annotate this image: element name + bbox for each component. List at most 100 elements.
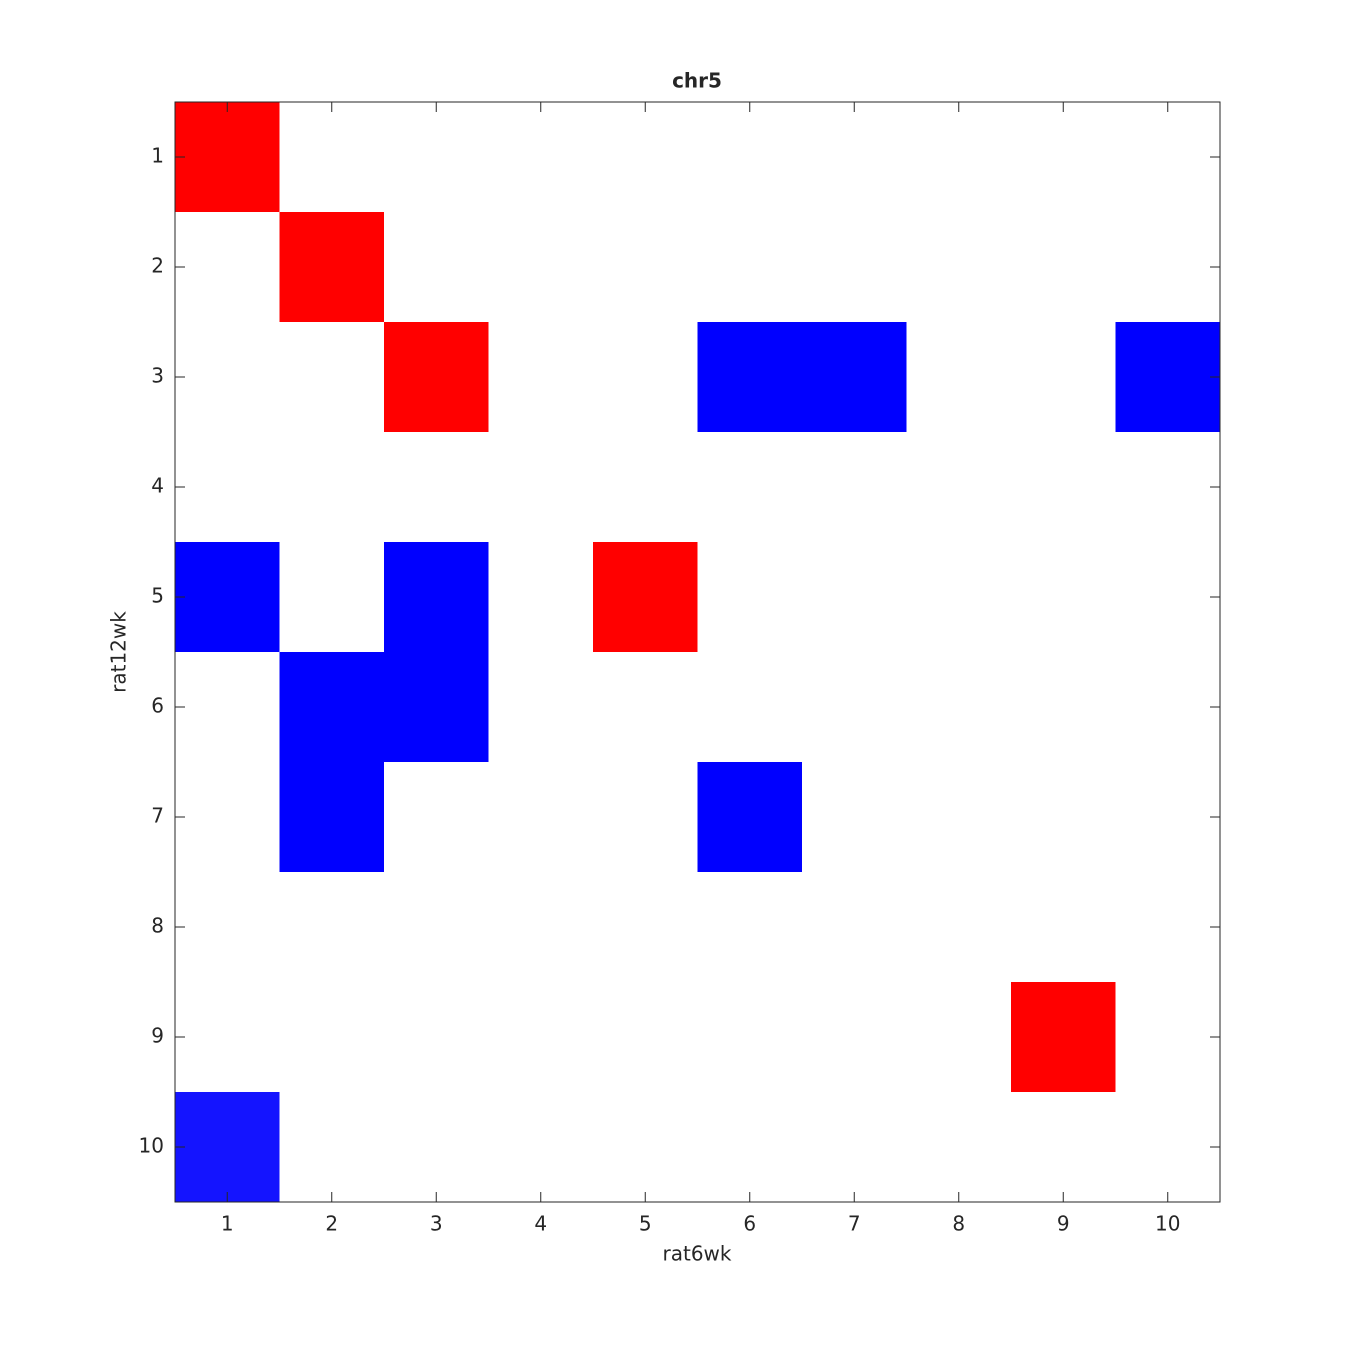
- heatmap-cell: [384, 432, 489, 542]
- x-tick-label: 8: [952, 1212, 965, 1236]
- heatmap-cell: [802, 542, 907, 652]
- plot-frame: [174, 101, 1221, 1203]
- heatmap-cell: [906, 1092, 1011, 1202]
- heatmap-cell: [175, 322, 280, 432]
- heatmap-cell: [1115, 982, 1220, 1092]
- y-tick-label: 9: [151, 1024, 164, 1048]
- heatmap-cell: [697, 432, 802, 542]
- heatmap-cell: [1115, 212, 1220, 322]
- x-tick-label: 6: [743, 1212, 756, 1236]
- x-tick-label: 10: [1155, 1212, 1180, 1236]
- heatmap-cell: [697, 982, 802, 1092]
- heatmap-cell: [1011, 762, 1116, 872]
- heatmap-cell: [488, 432, 593, 542]
- heatmap-cell: [906, 212, 1011, 322]
- heatmap-cell: [906, 982, 1011, 1092]
- heatmap-cell: [802, 432, 907, 542]
- heatmap-cell: [1115, 1092, 1220, 1202]
- heatmap-cell: [279, 652, 384, 762]
- heatmap-cell: [906, 322, 1011, 432]
- heatmap-cell: [175, 102, 280, 212]
- heatmap-cell: [593, 212, 698, 322]
- heatmap-cell: [906, 872, 1011, 982]
- heatmap-cell: [175, 212, 280, 322]
- heatmap-cell: [1115, 432, 1220, 542]
- heatmap-cell: [1011, 432, 1116, 542]
- heatmap-cell: [384, 762, 489, 872]
- x-tick-label: 3: [430, 1212, 443, 1236]
- heatmap-cell: [1115, 872, 1220, 982]
- heatmap-cell: [697, 762, 802, 872]
- heatmap-cell: [488, 1092, 593, 1202]
- heatmap-cell: [593, 432, 698, 542]
- heatmap-cell: [279, 212, 384, 322]
- heatmap-cell: [175, 982, 280, 1092]
- x-tick-label: 1: [221, 1212, 234, 1236]
- heatmap-cell: [1115, 102, 1220, 212]
- heatmap-cell: [488, 872, 593, 982]
- heatmap-cell: [697, 102, 802, 212]
- heatmap-cell: [802, 102, 907, 212]
- heatmap-cell: [279, 872, 384, 982]
- heatmap-cell: [488, 652, 593, 762]
- heatmap-cell: [1011, 542, 1116, 652]
- y-tick-label: 10: [139, 1134, 164, 1158]
- heatmap-cell: [384, 542, 489, 652]
- heatmap-cell: [697, 542, 802, 652]
- heatmap-cell: [593, 872, 698, 982]
- heatmap-cell: [802, 982, 907, 1092]
- heatmap-cell: [697, 652, 802, 762]
- heatmap-cell: [593, 322, 698, 432]
- heatmap-cell: [175, 762, 280, 872]
- heatmap-cell: [802, 212, 907, 322]
- heatmap-cell: [1115, 542, 1220, 652]
- heatmap-cell: [593, 762, 698, 872]
- heatmap-cell: [488, 322, 593, 432]
- heatmap-cell: [175, 872, 280, 982]
- y-tick-label: 4: [151, 474, 164, 498]
- heatmap-cell: [279, 102, 384, 212]
- heatmap-cell: [1011, 982, 1116, 1092]
- heatmap-cell: [175, 432, 280, 542]
- y-tick-label: 6: [151, 694, 164, 718]
- heatmap-cell: [175, 1092, 280, 1202]
- heatmap-cell: [593, 1092, 698, 1202]
- y-tick-label: 3: [151, 364, 164, 388]
- heatmap-cell: [802, 652, 907, 762]
- x-tick-label: 9: [1057, 1212, 1070, 1236]
- y-tick-label: 8: [151, 914, 164, 938]
- heatmap-cell: [384, 872, 489, 982]
- heatmap-cell: [1115, 322, 1220, 432]
- heatmap-cell: [488, 102, 593, 212]
- heatmap-cell: [175, 652, 280, 762]
- heatmap-cell: [593, 982, 698, 1092]
- heatmap-cell: [1011, 322, 1116, 432]
- heatmap-cell: [802, 322, 907, 432]
- heatmap-cell: [906, 432, 1011, 542]
- heatmap-cell: [1011, 212, 1116, 322]
- heatmap-cell: [488, 212, 593, 322]
- heatmap-cell: [384, 322, 489, 432]
- x-axis-label: rat6wk: [663, 1242, 732, 1266]
- heatmap-cell: [279, 982, 384, 1092]
- heatmap-cell: [802, 762, 907, 872]
- heatmap-cell: [697, 1092, 802, 1202]
- heatmap-cell: [906, 542, 1011, 652]
- heatmap-cell: [384, 102, 489, 212]
- heatmap-cell: [906, 762, 1011, 872]
- heatmap-cell: [1011, 872, 1116, 982]
- heatmap-cell: [279, 432, 384, 542]
- heatmap-cell: [906, 102, 1011, 212]
- heatmap-cell: [906, 652, 1011, 762]
- heatmap-cell: [279, 322, 384, 432]
- heatmap-cell: [802, 1092, 907, 1202]
- heatmap-cell: [1011, 1092, 1116, 1202]
- heatmap-cell: [279, 762, 384, 872]
- chart-title: chr5: [672, 69, 722, 93]
- x-tick-label: 5: [639, 1212, 652, 1236]
- x-tick-label: 4: [534, 1212, 547, 1236]
- heatmap-cell: [697, 872, 802, 982]
- heatmap-cell: [1115, 762, 1220, 872]
